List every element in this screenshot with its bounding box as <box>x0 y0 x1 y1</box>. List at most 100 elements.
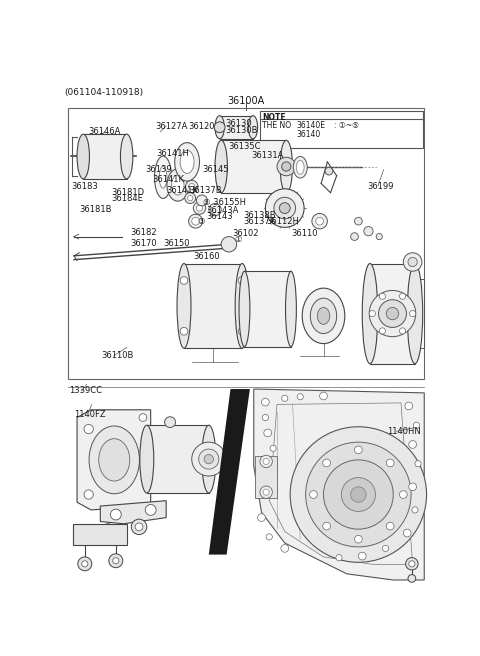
Text: 36110: 36110 <box>291 229 318 237</box>
Ellipse shape <box>239 271 250 346</box>
Text: 36137B: 36137B <box>190 186 222 195</box>
Text: 36141K: 36141K <box>152 175 184 184</box>
Ellipse shape <box>155 156 172 199</box>
Circle shape <box>188 195 193 201</box>
Text: 36160: 36160 <box>193 252 220 261</box>
Text: 1140FZ: 1140FZ <box>74 409 106 419</box>
Circle shape <box>265 189 304 228</box>
Ellipse shape <box>120 134 133 179</box>
Circle shape <box>189 215 203 228</box>
Ellipse shape <box>215 140 228 193</box>
Circle shape <box>282 162 291 171</box>
Circle shape <box>409 310 416 317</box>
Circle shape <box>355 446 362 454</box>
Circle shape <box>355 217 362 225</box>
Circle shape <box>383 545 389 552</box>
Text: 36127A: 36127A <box>155 122 187 131</box>
Bar <box>244 271 291 346</box>
Circle shape <box>192 217 200 225</box>
Circle shape <box>408 257 417 266</box>
Circle shape <box>412 507 418 513</box>
Text: 36131A: 36131A <box>252 151 284 160</box>
Circle shape <box>84 424 93 434</box>
Circle shape <box>180 327 188 335</box>
Ellipse shape <box>407 264 423 363</box>
Circle shape <box>192 442 226 476</box>
Circle shape <box>196 195 207 206</box>
Circle shape <box>413 422 420 428</box>
Text: 36120: 36120 <box>188 122 215 131</box>
Circle shape <box>270 445 276 451</box>
Circle shape <box>320 392 327 400</box>
Text: 36137A: 36137A <box>243 217 276 226</box>
Text: 36183: 36183 <box>71 182 98 192</box>
Bar <box>260 111 423 148</box>
Text: 36130: 36130 <box>226 119 252 128</box>
Circle shape <box>341 478 375 512</box>
Text: ①: ① <box>234 236 241 244</box>
Circle shape <box>165 417 176 428</box>
Circle shape <box>104 527 112 535</box>
Ellipse shape <box>99 439 130 481</box>
Circle shape <box>359 552 366 560</box>
Ellipse shape <box>159 167 167 188</box>
Circle shape <box>399 491 407 499</box>
Circle shape <box>199 449 219 469</box>
Polygon shape <box>100 501 166 523</box>
Circle shape <box>379 300 407 327</box>
Circle shape <box>186 180 198 193</box>
Circle shape <box>274 197 296 219</box>
Text: 36145: 36145 <box>202 165 228 174</box>
Circle shape <box>113 558 119 564</box>
Text: 36135C: 36135C <box>228 142 261 152</box>
Circle shape <box>312 213 327 229</box>
Ellipse shape <box>175 142 200 181</box>
Circle shape <box>214 122 225 133</box>
Text: 36141K: 36141K <box>166 186 198 195</box>
Text: 36139: 36139 <box>145 165 171 174</box>
Circle shape <box>263 489 269 495</box>
Bar <box>220 115 253 139</box>
Circle shape <box>238 327 246 335</box>
Circle shape <box>109 554 123 567</box>
Text: 36138B: 36138B <box>243 211 276 220</box>
Circle shape <box>306 442 411 547</box>
Circle shape <box>196 205 203 211</box>
Text: 36100A: 36100A <box>228 96 264 106</box>
Ellipse shape <box>280 140 292 193</box>
Circle shape <box>386 522 394 530</box>
Circle shape <box>262 415 268 420</box>
Circle shape <box>323 459 330 467</box>
Circle shape <box>379 328 385 334</box>
Circle shape <box>406 558 418 570</box>
Circle shape <box>193 202 206 215</box>
Circle shape <box>403 253 422 271</box>
Circle shape <box>290 427 427 562</box>
Circle shape <box>399 328 406 334</box>
Circle shape <box>263 459 269 464</box>
Circle shape <box>84 490 93 499</box>
Ellipse shape <box>89 426 139 494</box>
Ellipse shape <box>180 150 194 173</box>
Ellipse shape <box>286 271 296 346</box>
Text: 36181B: 36181B <box>79 205 112 214</box>
Text: 36170: 36170 <box>131 239 157 249</box>
Ellipse shape <box>235 264 249 348</box>
Ellipse shape <box>311 298 336 334</box>
Ellipse shape <box>202 425 216 493</box>
Circle shape <box>310 491 317 499</box>
Bar <box>255 456 277 499</box>
Text: 36110B: 36110B <box>102 351 134 360</box>
Circle shape <box>369 291 416 337</box>
Circle shape <box>386 459 394 467</box>
Polygon shape <box>209 389 250 554</box>
Bar <box>370 264 415 363</box>
Ellipse shape <box>215 115 224 139</box>
Text: 36112H: 36112H <box>266 217 300 226</box>
Polygon shape <box>254 389 424 580</box>
Text: 36143: 36143 <box>206 212 233 221</box>
Ellipse shape <box>177 264 191 348</box>
Circle shape <box>135 523 143 531</box>
Circle shape <box>260 486 272 499</box>
Circle shape <box>364 226 373 236</box>
